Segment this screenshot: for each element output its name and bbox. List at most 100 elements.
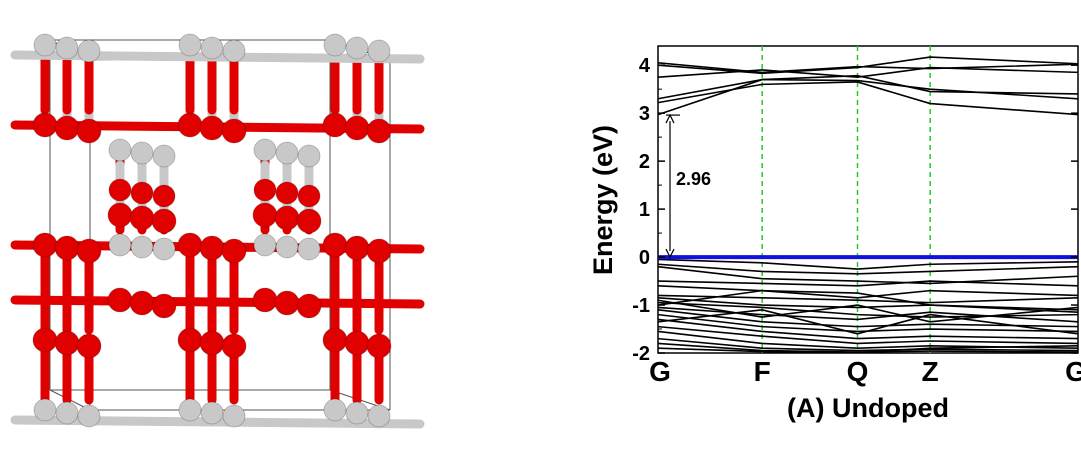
oxygen-atom <box>177 327 203 353</box>
band-line-24 <box>657 289 1079 314</box>
plot-frame <box>657 45 1079 354</box>
metal-atom <box>108 138 132 162</box>
oxygen-atom <box>274 205 300 231</box>
metal-atom <box>367 404 391 428</box>
metal-atom <box>130 141 154 165</box>
oxygen-atom <box>297 184 321 208</box>
oxygen-atom <box>108 178 132 202</box>
oxygen-atom <box>253 178 277 202</box>
metal-atom <box>108 233 132 257</box>
crystal-structure-image <box>10 33 425 429</box>
metal-atom <box>222 39 246 63</box>
oxygen-atom <box>32 327 58 353</box>
y-axis-ticks: -2 -1 0 1 2 3 4 <box>632 55 1078 365</box>
metal-atom <box>130 235 154 259</box>
oxygen-atom <box>107 287 133 313</box>
band-line-8 <box>657 263 1079 275</box>
metal-atom <box>323 33 347 57</box>
metal-atom <box>345 401 369 425</box>
y-tick-label: 2 <box>639 151 650 173</box>
band-gap-label: 2.96 <box>676 169 711 189</box>
oxygen-atom <box>322 112 348 138</box>
x-tick-label-4: G <box>1065 356 1081 387</box>
oxygen-atom <box>366 333 392 359</box>
metal-atom <box>297 144 321 168</box>
y-tick-label: 4 <box>639 55 651 77</box>
oxygen-atom <box>32 112 58 138</box>
oxygen-atom <box>107 202 133 228</box>
y-tick-label: 1 <box>639 199 650 221</box>
oxygen-atom <box>366 238 392 264</box>
metal-atom <box>253 233 277 257</box>
metal-atom <box>253 138 277 162</box>
band-line-5 <box>657 74 1079 116</box>
x-tick-label-0: G <box>649 356 671 387</box>
gap-arrow-head-bottom <box>665 248 675 259</box>
crystal-atoms <box>32 33 392 428</box>
x-tick-label-2: Q <box>847 356 869 387</box>
band-line-7 <box>657 258 1079 270</box>
band-line-16 <box>657 309 1079 328</box>
oxygen-atom <box>76 333 102 359</box>
oxygen-atom <box>54 115 80 141</box>
metal-atom <box>297 237 321 261</box>
oxygen-atom <box>275 181 299 205</box>
y-tick-label: -2 <box>632 343 650 365</box>
metal-atom <box>33 33 57 57</box>
metal-atom <box>323 398 347 422</box>
metal-atom <box>275 235 299 259</box>
band-lines <box>657 56 1079 354</box>
oxygen-atom <box>322 327 348 353</box>
metal-atom <box>152 237 176 261</box>
oxygen-atom <box>129 290 155 316</box>
oxygen-atom <box>296 293 322 319</box>
oxygen-atom <box>221 333 247 359</box>
oxygen-atom <box>76 118 102 144</box>
metal-atom <box>77 404 101 428</box>
band-line-10 <box>657 280 1079 287</box>
metal-atom <box>200 401 224 425</box>
oxygen-atom <box>177 232 203 258</box>
band-line-23 <box>657 345 1079 354</box>
oxygen-atom <box>199 235 225 261</box>
oxygen-atom <box>344 235 370 261</box>
y-axis-label: Energy (eV) <box>588 125 618 275</box>
oxygen-atom <box>199 330 225 356</box>
band-line-21 <box>657 337 1079 352</box>
metal-atom <box>345 36 369 60</box>
band-line-20 <box>657 330 1079 350</box>
bond <box>10 295 425 309</box>
oxygen-atom <box>76 238 102 264</box>
oxygen-atom <box>151 208 177 234</box>
band-line-11 <box>657 285 1079 299</box>
metal-atom <box>55 401 79 425</box>
x-tick-label-3: Z <box>922 356 939 387</box>
oxygen-atom <box>54 235 80 261</box>
band-line-2 <box>657 66 1079 78</box>
band-line-9 <box>657 265 1079 285</box>
band-line-1 <box>657 56 1079 75</box>
oxygen-atom <box>252 202 278 228</box>
band-line-0 <box>657 61 1079 74</box>
oxygen-atom <box>152 184 176 208</box>
metal-atom <box>77 39 101 63</box>
oxygen-atom <box>151 293 177 319</box>
oxygen-atom <box>54 330 80 356</box>
metal-atom <box>222 404 246 428</box>
oxygen-atom <box>366 118 392 144</box>
x-tick-label-1: F <box>754 356 771 387</box>
oxygen-atom <box>199 115 225 141</box>
metal-atom <box>152 144 176 168</box>
y-tick-label: 0 <box>639 247 650 269</box>
band-line-3 <box>657 78 1079 100</box>
y-tick-label: 3 <box>639 103 650 125</box>
x-axis-label: (A) Undoped <box>787 393 949 423</box>
oxygen-atom <box>221 238 247 264</box>
oxygen-atom <box>129 205 155 231</box>
y-tick-label: -1 <box>632 295 650 317</box>
band-line-19 <box>657 325 1079 345</box>
band-line-18 <box>657 318 1079 340</box>
oxygen-atom <box>130 181 154 205</box>
oxygen-atom <box>296 208 322 234</box>
